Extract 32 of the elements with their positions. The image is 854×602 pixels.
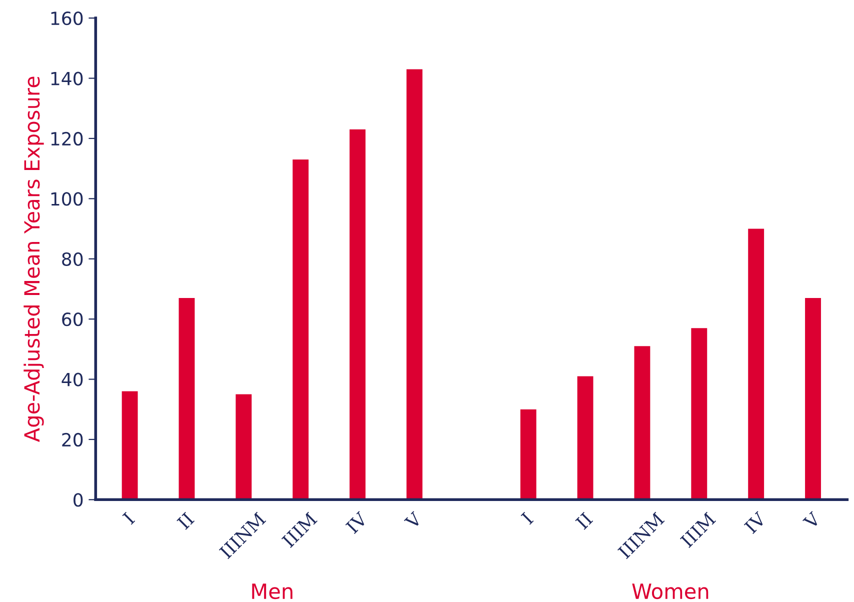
y-tick-label: 80 [62, 252, 83, 266]
text: Men [252, 584, 292, 600]
bar [236, 394, 252, 500]
y-tick-label: 40 [62, 372, 83, 386]
y-tick-label: 120 [51, 132, 83, 146]
x-tick-label: I [122, 512, 136, 525]
y-tick-label: 140 [51, 72, 83, 86]
x-tick-label: V [802, 510, 822, 530]
x-tick-label: IV [345, 510, 368, 534]
bar [178, 298, 195, 500]
x-tick-label: IV [744, 510, 767, 534]
bar [122, 391, 138, 500]
x-tick-label: V [404, 510, 423, 530]
bar [350, 129, 366, 500]
y-tick-label: 20 [62, 432, 83, 447]
y-tick-label: 0 [74, 493, 83, 507]
y-tick-label: 160 [51, 12, 83, 26]
bar [577, 376, 594, 500]
bar [292, 160, 309, 500]
x-tick-label: I [520, 512, 534, 525]
x-tick-label: II [575, 512, 594, 530]
bar [748, 228, 764, 500]
bar [634, 346, 650, 500]
bar [406, 69, 422, 500]
x-tick-label: II [176, 512, 195, 530]
bar [691, 328, 708, 500]
y-tick-label: 60 [62, 312, 83, 326]
y-axis-title: Age-Adjusted Mean Years Exposure [24, 76, 44, 442]
text: Women [632, 584, 708, 600]
bar [805, 298, 821, 500]
bar [520, 409, 536, 500]
y-tick-label: 100 [51, 192, 83, 206]
